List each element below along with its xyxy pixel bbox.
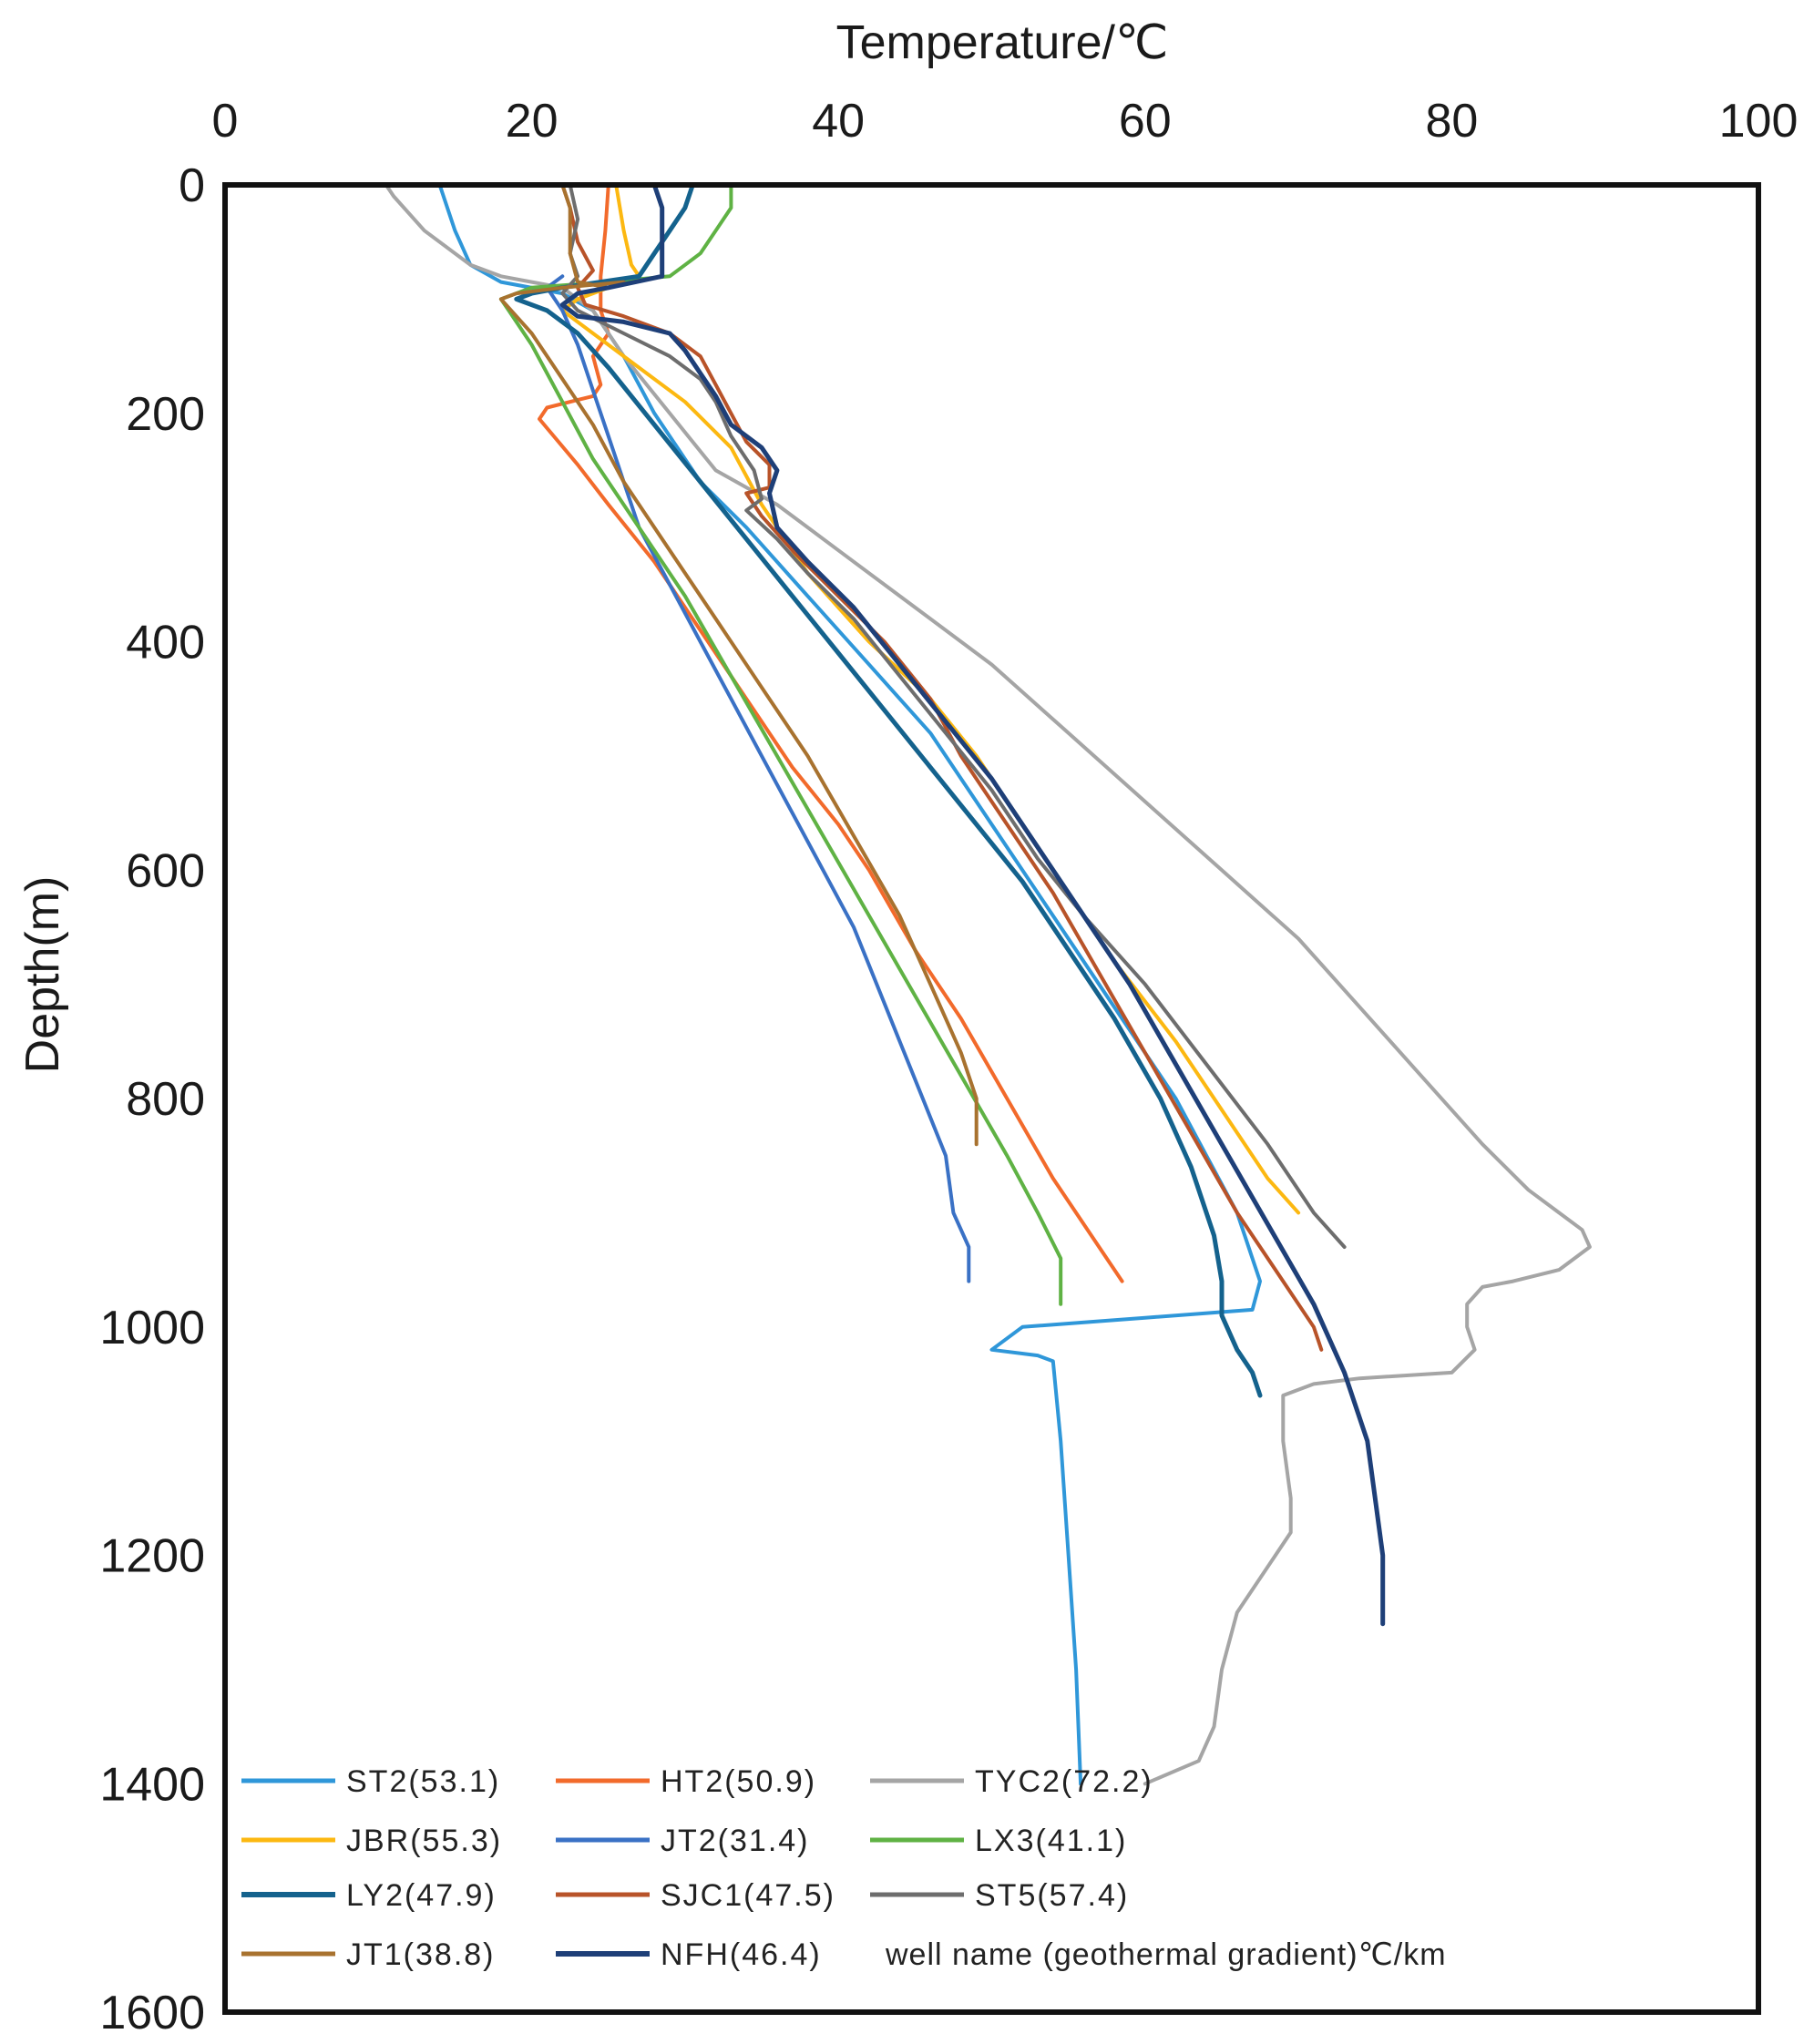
series-lines bbox=[384, 182, 1592, 1786]
x-axis-title: Temperature/℃ bbox=[836, 16, 1169, 69]
series-line-jt1 bbox=[498, 183, 979, 1147]
x-tick-label: 80 bbox=[1425, 95, 1478, 148]
legend-label: ST2(53.1) bbox=[346, 1764, 500, 1799]
legend-label: JT2(31.4) bbox=[661, 1824, 810, 1858]
y-tick-label: 200 bbox=[126, 388, 205, 441]
series-line-ht2 bbox=[538, 183, 1124, 1283]
x-tick-labels: 0 20 40 60 80 100 bbox=[212, 95, 1799, 148]
legend: ST2(53.1) HT2(50.9) TYC2(72.2) JBR(55.3) JT2… bbox=[241, 1764, 1447, 1972]
x-tick-label: 0 bbox=[212, 95, 239, 148]
y-axis-title: Depth(m) bbox=[16, 876, 69, 1074]
legend-label: LY2(47.9) bbox=[346, 1878, 497, 1913]
legend-label: NFH(46.4) bbox=[661, 1937, 822, 1972]
y-tick-label: 1200 bbox=[99, 1530, 205, 1583]
series-line-tyc2 bbox=[384, 183, 1592, 1786]
x-tick-label: 40 bbox=[812, 95, 865, 148]
series-line-jt2 bbox=[545, 274, 971, 1283]
legend-label: JBR(55.3) bbox=[346, 1824, 502, 1858]
legend-label: HT2(50.9) bbox=[661, 1764, 816, 1799]
legend-label: JT1(38.8) bbox=[346, 1937, 496, 1972]
y-tick-labels: 0 200 400 600 800 1000 1200 1400 1600 bbox=[99, 159, 205, 2039]
legend-label: LX3(41.1) bbox=[975, 1824, 1127, 1858]
x-tick-label: 60 bbox=[1119, 95, 1172, 148]
x-tick-label: 20 bbox=[506, 95, 559, 148]
y-tick-label: 1600 bbox=[99, 1987, 205, 2039]
legend-label: ST5(57.4) bbox=[975, 1878, 1129, 1913]
y-tick-label: 1000 bbox=[99, 1302, 205, 1354]
y-tick-label: 0 bbox=[179, 159, 205, 212]
y-tick-label: 400 bbox=[126, 617, 205, 669]
legend-note: well name (geothermal gradient)℃/km bbox=[885, 1937, 1447, 1972]
legend-label: SJC1(47.5) bbox=[661, 1878, 835, 1913]
series-line-st2 bbox=[437, 183, 1262, 1786]
plot-frame bbox=[222, 182, 1761, 2015]
y-tick-label: 800 bbox=[126, 1073, 205, 1126]
x-tick-label: 100 bbox=[1719, 95, 1799, 148]
y-tick-label: 1400 bbox=[99, 1758, 205, 1811]
y-tick-label: 600 bbox=[126, 844, 205, 897]
series-line-nfh bbox=[559, 182, 1386, 1627]
series-line-lx3 bbox=[498, 183, 1063, 1306]
legend-label: TYC2(72.2) bbox=[975, 1764, 1153, 1799]
